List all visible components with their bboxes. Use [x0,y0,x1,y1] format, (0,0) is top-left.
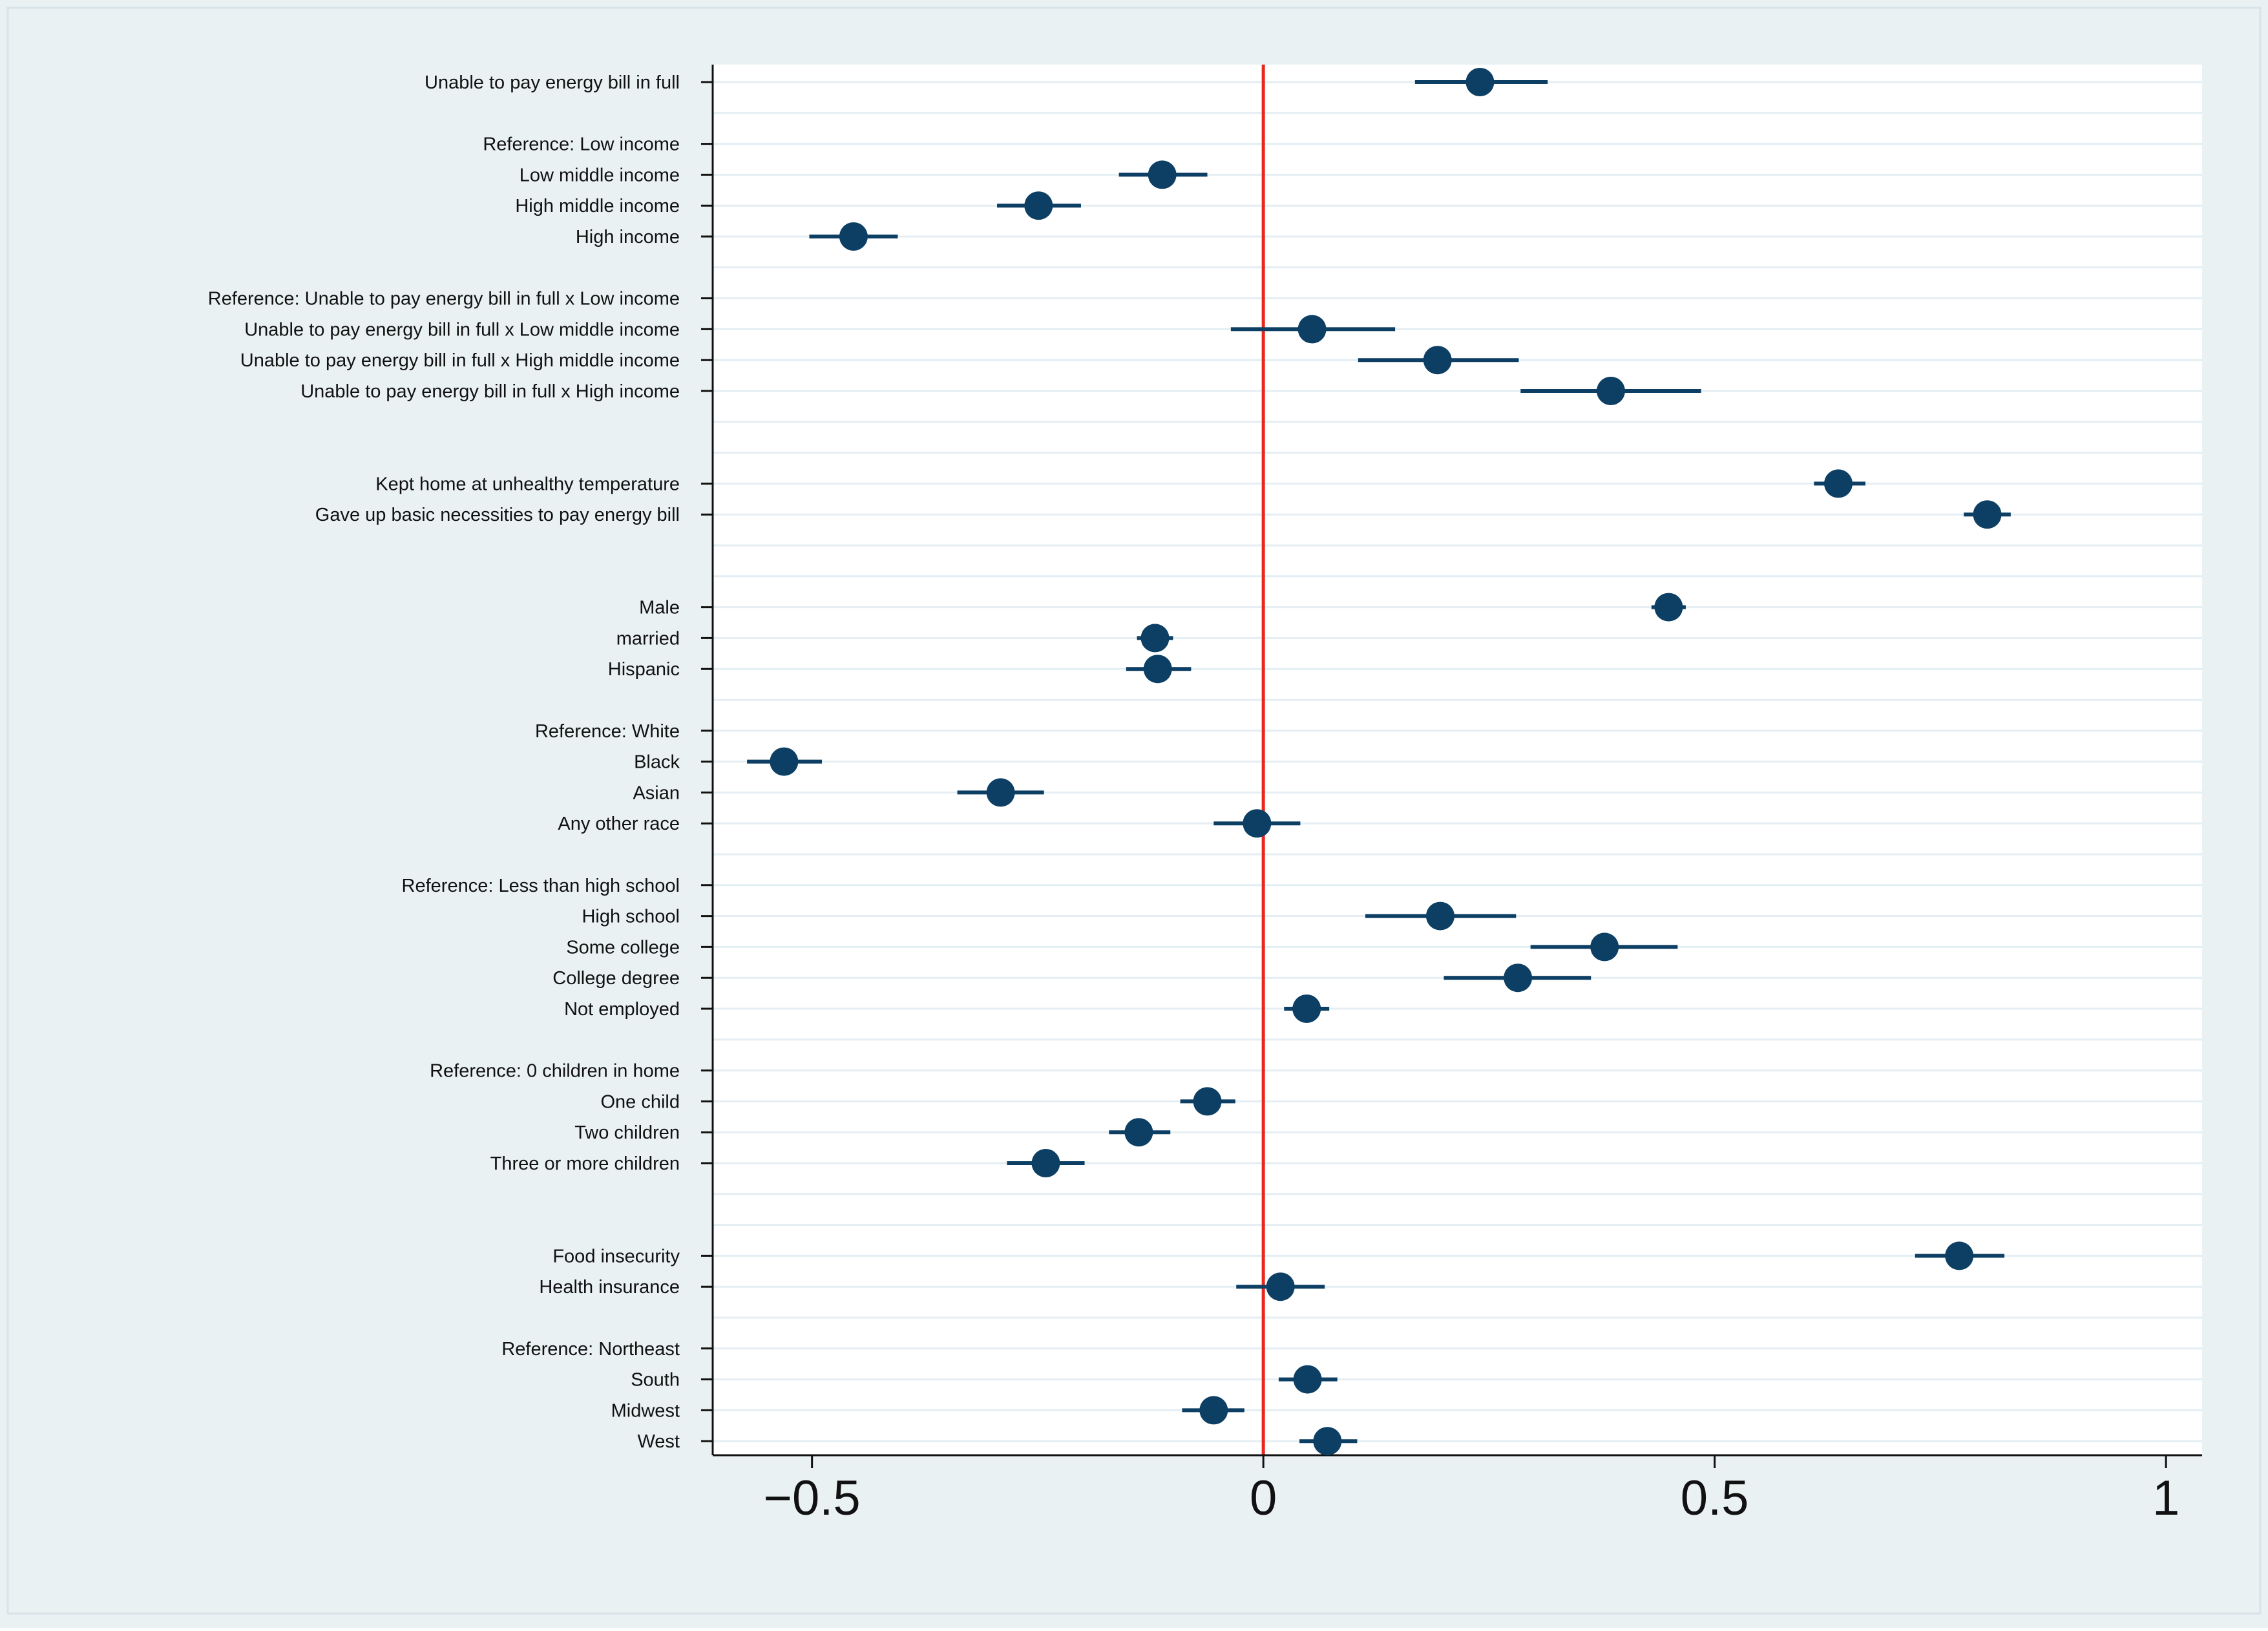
point-estimate [1945,1241,1974,1270]
point-estimate [1465,68,1495,96]
y-tick-label: High school [582,907,680,927]
point-estimate [1824,469,1853,498]
y-tick-label: South [631,1370,680,1391]
y-tick-label: One child [600,1091,680,1112]
estimates [747,68,2011,1456]
y-tick-label: Any other race [558,814,680,834]
y-tick-label: Unable to pay energy bill in full x High… [300,381,680,402]
point-estimate [1193,1087,1222,1116]
point-estimate [1590,932,1619,962]
point-estimate [1973,500,2002,529]
point-estimate [1143,655,1172,684]
point-estimate [1504,963,1533,993]
y-tick-label: West [637,1431,680,1452]
y-tick-label: Food insecurity [552,1246,680,1267]
plot-area [713,65,2202,1455]
y-tick-label: Reference: 0 children in home [430,1061,680,1082]
point-estimate [1654,593,1683,622]
point-estimate [1292,994,1321,1023]
y-tick-label: Unable to pay energy bill in full x High… [240,350,680,371]
y-tick-label: Reference: White [535,721,680,742]
point-estimate [1313,1427,1342,1456]
y-tick-label: Male [639,598,680,618]
point-estimate [1243,809,1272,838]
point-estimate [1423,346,1452,375]
y-tick-label: Reference: Less than high school [402,876,680,896]
y-tick-label: Midwest [611,1400,680,1421]
y-tick-label: Not employed [564,999,680,1020]
y-tick-label: Two children [574,1122,680,1143]
y-tick-label: Three or more children [490,1153,680,1174]
point-estimate [1124,1118,1153,1147]
point-estimate [1024,191,1053,220]
point-estimate [1031,1149,1060,1177]
y-tick-label: Hispanic [608,659,680,680]
y-tick-label: Unable to pay energy bill in full x Low … [244,319,680,340]
y-tick-label: married [616,628,680,649]
point-estimate [770,747,799,776]
y-tick-label: Reference: Northeast [501,1339,680,1360]
axes: −0.5 0 0.5 1 [701,65,2202,1526]
point-estimate [1140,624,1170,653]
x-tick-label: −0.5 [764,1471,861,1526]
y-tick-label: College degree [552,968,680,989]
figure-frame [6,6,2262,1615]
point-estimate [1425,901,1454,931]
y-tick-label: Gave up basic necessities to pay energy … [315,505,680,525]
y-tick-label: Asian [633,783,680,803]
y-tick-label: Some college [566,937,680,958]
x-tick-label: 1 [2152,1471,2179,1526]
y-tick-label: Kept home at unhealthy temperature [375,474,680,494]
y-tick-label: Unable to pay energy bill in full [425,72,680,93]
y-tick-label: High income [576,227,680,247]
point-estimate [1148,160,1177,189]
point-estimate [1297,315,1327,344]
y-tick-label: Reference: Low income [483,134,680,155]
y-tick-label: Reference: Unable to pay energy bill in … [208,289,680,310]
y-tick-label: High middle income [515,196,680,216]
point-estimate [1596,377,1625,405]
y-tick-label: Health insurance [539,1277,680,1298]
point-estimate [1199,1396,1228,1425]
row-labels: Unable to pay energy bill in full Referen… [208,72,680,1452]
x-tick-label: 0 [1250,1471,1277,1526]
point-estimate [1266,1272,1295,1301]
point-estimate [1293,1365,1322,1394]
point-estimate [839,222,868,251]
y-tick-label: Low middle income [520,165,680,185]
x-tick-label: 0.5 [1681,1471,1749,1526]
point-estimate [986,778,1015,807]
y-tick-label: Black [634,752,680,773]
